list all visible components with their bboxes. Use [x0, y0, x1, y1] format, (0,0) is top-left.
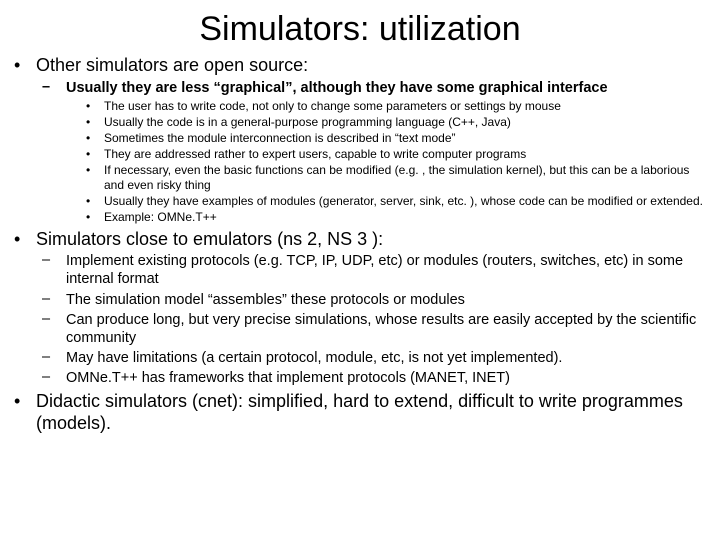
- list-item-text: The user has to write code, not only to …: [104, 99, 565, 114]
- bullet-list-level2: –Implement existing protocols (e.g. TCP,…: [8, 252, 712, 387]
- bullet-icon: •: [8, 229, 36, 251]
- list-item: •Sometimes the module interconnection is…: [8, 131, 712, 146]
- list-item-text: They are addressed rather to expert user…: [104, 147, 530, 162]
- list-item-text: The simulation model “assembles” these p…: [66, 291, 469, 309]
- bullet-icon: •: [86, 163, 104, 193]
- list-item: –May have limitations (a certain protoco…: [8, 349, 712, 367]
- list-item: •If necessary, even the basic functions …: [8, 163, 712, 193]
- bullet-list-level2: – Usually they are less “graphical”, alt…: [8, 79, 712, 225]
- bullet-icon: •: [8, 391, 36, 434]
- list-item: •Example: OMNe.T++: [8, 210, 712, 225]
- list-item-text: Other simulators are open source:: [36, 55, 308, 77]
- list-item-text: If necessary, even the basic functions c…: [104, 163, 712, 193]
- list-item: •Usually the code is in a general-purpos…: [8, 115, 712, 130]
- list-item-text: Usually the code is in a general-purpose…: [104, 115, 515, 130]
- bullet-list-level1: • Other simulators are open source: – Us…: [8, 55, 712, 434]
- bullet-icon: •: [8, 55, 36, 77]
- list-item-text: OMNe.T++ has frameworks that implement p…: [66, 369, 514, 387]
- bullet-icon: •: [86, 99, 104, 114]
- list-item: – Usually they are less “graphical”, alt…: [8, 79, 712, 225]
- list-item: –The simulation model “assembles” these …: [8, 291, 712, 309]
- list-item-text: Implement existing protocols (e.g. TCP, …: [66, 252, 712, 288]
- bullet-icon: •: [86, 131, 104, 146]
- list-item: –OMNe.T++ has frameworks that implement …: [8, 369, 712, 387]
- dash-icon: –: [42, 311, 66, 347]
- list-item: •They are addressed rather to expert use…: [8, 147, 712, 162]
- bullet-icon: •: [86, 147, 104, 162]
- dash-icon: –: [42, 369, 66, 387]
- list-item-text: Example: OMNe.T++: [104, 210, 221, 225]
- list-item: • Simulators close to emulators (ns 2, N…: [8, 229, 712, 387]
- slide-title: Simulators: utilization: [8, 10, 712, 49]
- list-item-text: May have limitations (a certain protocol…: [66, 349, 566, 367]
- list-item: • Didactic simulators (cnet): simplified…: [8, 391, 712, 434]
- dash-icon: –: [42, 79, 66, 97]
- bullet-icon: •: [86, 210, 104, 225]
- bullet-list-level3: •The user has to write code, not only to…: [8, 99, 712, 225]
- dash-icon: –: [42, 349, 66, 367]
- dash-icon: –: [42, 291, 66, 309]
- list-item-text: Can produce long, but very precise simul…: [66, 311, 712, 347]
- list-item: •Usually they have examples of modules (…: [8, 194, 712, 209]
- list-item-text: Usually they have examples of modules (g…: [104, 194, 707, 209]
- bullet-icon: •: [86, 194, 104, 209]
- list-item: •The user has to write code, not only to…: [8, 99, 712, 114]
- dash-icon: –: [42, 252, 66, 288]
- list-item-text: Simulators close to emulators (ns 2, NS …: [36, 229, 383, 251]
- list-item-text: Sometimes the module interconnection is …: [104, 131, 460, 146]
- list-item: • Other simulators are open source: – Us…: [8, 55, 712, 225]
- bullet-icon: •: [86, 115, 104, 130]
- list-item: –Can produce long, but very precise simu…: [8, 311, 712, 347]
- list-item: –Implement existing protocols (e.g. TCP,…: [8, 252, 712, 288]
- list-item-text: Didactic simulators (cnet): simplified, …: [36, 391, 712, 434]
- list-item-text: Usually they are less “graphical”, altho…: [66, 79, 612, 97]
